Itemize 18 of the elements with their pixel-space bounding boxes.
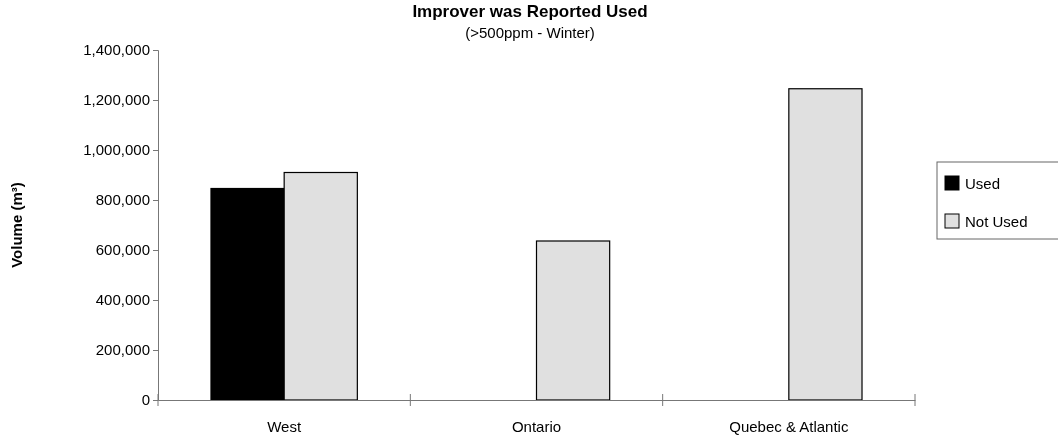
y-tick-label: 600,000	[95, 241, 150, 259]
x-tick-label: Quebec & Atlantic	[729, 417, 849, 435]
x-tick-label: West	[267, 417, 302, 435]
legend-label: Not Used	[965, 213, 1028, 230]
y-tick-label: 1,200,000	[83, 91, 150, 109]
bar	[535, 240, 611, 401]
y-tick-label: 1,400,000	[83, 41, 150, 59]
y-tick-label: 400,000	[95, 291, 150, 309]
y-tick-label: 800,000	[95, 191, 150, 209]
legend-label: Used	[965, 175, 1001, 192]
y-tick-label: 1,000,000	[83, 141, 150, 159]
chart-title: Improver was Reported Used	[412, 2, 648, 21]
x-tick-label: Ontario	[511, 417, 562, 435]
y-tick-label: 200,000	[95, 341, 150, 359]
y-tick-label: 0	[141, 391, 150, 409]
y-axis-title: Volume (m³)	[8, 182, 25, 268]
chart-subtitle: (>500ppm - Winter)	[465, 24, 595, 41]
bar	[788, 88, 863, 401]
